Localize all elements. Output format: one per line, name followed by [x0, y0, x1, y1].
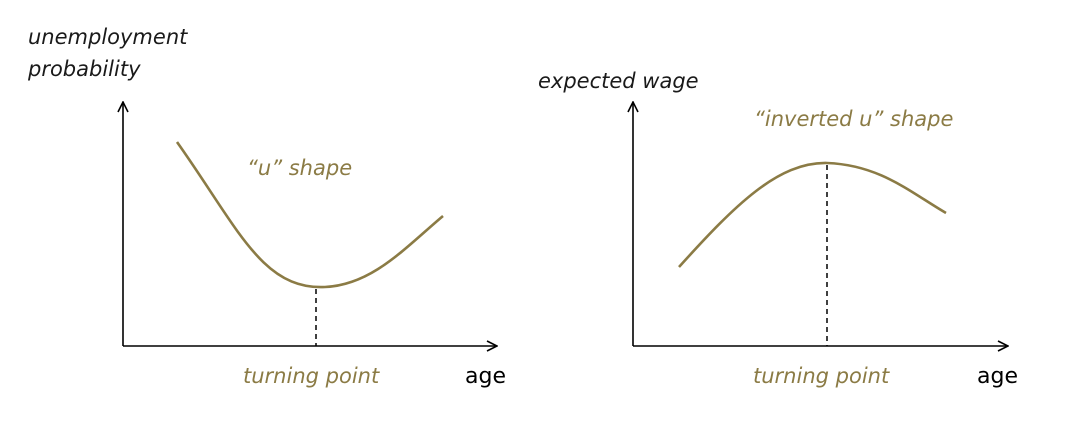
u-shape-label: “u” shape — [247, 156, 352, 180]
right-ylabel: expected wage — [538, 69, 699, 93]
right-xlabel: age — [977, 364, 1018, 389]
left-ylabel-line2: probability — [27, 57, 141, 81]
inverted-u-shape-label: “inverted u” shape — [754, 107, 953, 131]
inverted-u-shape-curve — [678, 161, 947, 268]
left-turning-point-label: turning point — [243, 364, 380, 388]
u-shape-curve — [175, 141, 444, 289]
left-ylabel-line1: unemployment — [28, 25, 188, 49]
right-turning-point-label: turning point — [753, 364, 890, 388]
left-xlabel: age — [465, 364, 506, 389]
left-panel: unemployment probability “u” shape turni… — [27, 25, 506, 389]
right-panel: expected wage “inverted u” shape turning… — [538, 69, 1018, 389]
